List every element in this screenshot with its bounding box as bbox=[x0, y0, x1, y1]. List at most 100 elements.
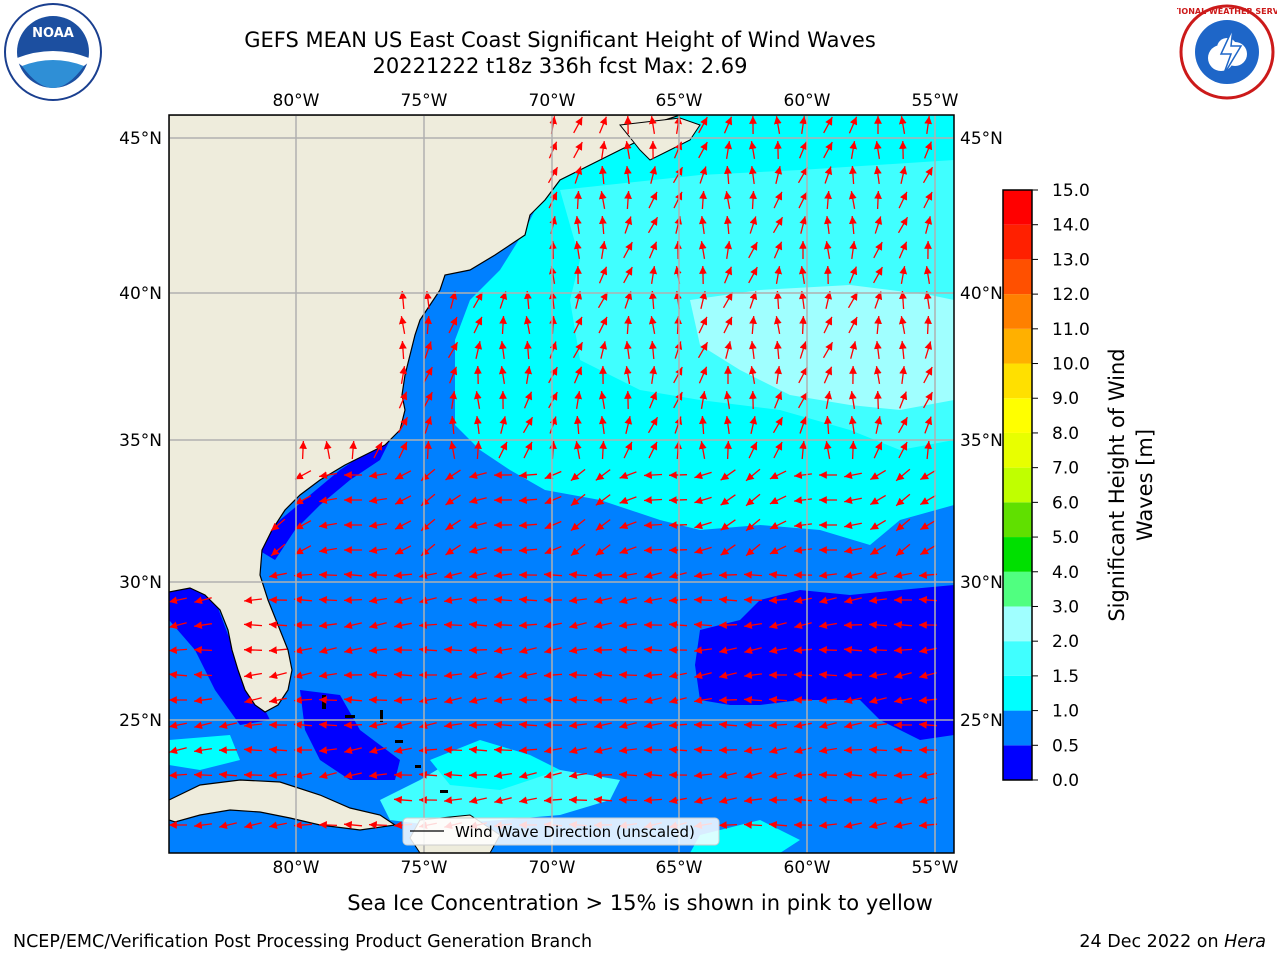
wind-arrow bbox=[844, 471, 862, 480]
colorbar-swatch bbox=[1003, 537, 1032, 572]
wind-arrow bbox=[368, 821, 388, 829]
wind-arrow bbox=[293, 821, 313, 829]
wind-arrow bbox=[643, 546, 663, 554]
wind-arrow bbox=[748, 365, 757, 385]
wind-arrow bbox=[344, 771, 362, 780]
wind-arrow bbox=[768, 721, 788, 729]
wind-arrow bbox=[270, 543, 286, 557]
wind-arrow bbox=[548, 141, 558, 159]
wind-arrow bbox=[319, 646, 337, 655]
wind-arrow bbox=[393, 796, 413, 804]
wind-arrow bbox=[618, 771, 638, 779]
wind-arrow bbox=[570, 468, 586, 482]
wind-arrow bbox=[793, 671, 813, 679]
wind-arrow bbox=[894, 571, 912, 580]
wind-arrow bbox=[898, 340, 907, 360]
wind-arrow bbox=[393, 696, 413, 704]
wind-arrow bbox=[873, 365, 882, 385]
wind-arrow bbox=[623, 341, 632, 359]
wind-arrow bbox=[568, 571, 588, 579]
wind-arrow bbox=[923, 141, 933, 159]
wind-arrow bbox=[769, 621, 787, 630]
colorbar-swatch bbox=[1003, 259, 1032, 295]
wind-arrow bbox=[393, 671, 413, 679]
wind-arrow bbox=[418, 771, 438, 779]
wind-arrow bbox=[848, 416, 857, 434]
wind-arrow bbox=[823, 440, 832, 460]
wind-arrow bbox=[643, 771, 663, 779]
wind-arrow bbox=[918, 821, 938, 829]
wind-arrow bbox=[574, 190, 582, 210]
lon-labels-top: 80°W 75°W 70°W 65°W 60°W 55°W bbox=[273, 91, 959, 111]
wind-arrow bbox=[897, 216, 909, 234]
wind-arrow bbox=[343, 821, 363, 829]
wind-arrow bbox=[318, 571, 338, 579]
colorbar-tick-label: 7.0 bbox=[1052, 459, 1079, 479]
wind-arrow bbox=[669, 696, 687, 705]
wind-arrow bbox=[744, 796, 762, 805]
wind-arrow bbox=[593, 696, 613, 704]
wind-arrow bbox=[443, 596, 463, 605]
wind-arrow bbox=[394, 545, 412, 555]
chart-title: GEFS MEAN US East Coast Significant Heig… bbox=[244, 28, 876, 52]
wind-arrow bbox=[519, 671, 537, 680]
wind-arrow bbox=[774, 166, 783, 184]
wind-arrow bbox=[898, 416, 908, 434]
wind-arrow bbox=[893, 771, 913, 779]
wind-arrow bbox=[624, 416, 633, 434]
wind-arrow bbox=[798, 291, 807, 309]
colorbar-tick-label: 12.0 bbox=[1052, 285, 1090, 305]
wind-arrow bbox=[444, 796, 462, 805]
wind-arrow bbox=[398, 391, 408, 409]
wind-arrow bbox=[919, 469, 937, 481]
wind-arrow bbox=[394, 621, 412, 630]
wind-arrow bbox=[647, 216, 659, 234]
wind-arrow bbox=[218, 771, 238, 779]
wind-arrow bbox=[869, 696, 887, 705]
wind-arrow bbox=[318, 821, 338, 829]
wind-arrow bbox=[169, 746, 187, 755]
lat-label: 35°N bbox=[119, 431, 162, 451]
wind-arrow bbox=[899, 166, 908, 184]
wind-arrow bbox=[720, 469, 736, 481]
wind-arrow bbox=[923, 391, 933, 409]
wind-arrow bbox=[449, 391, 458, 409]
wind-arrow bbox=[643, 521, 663, 529]
wind-arrow bbox=[869, 721, 887, 730]
wind-arrow bbox=[268, 646, 288, 654]
wind-arrow bbox=[468, 646, 488, 654]
wind-arrow bbox=[694, 671, 712, 680]
wind-arrow bbox=[445, 469, 461, 481]
wind-arrow bbox=[369, 746, 387, 755]
wind-arrow bbox=[368, 571, 388, 579]
wind-arrow bbox=[618, 571, 638, 580]
wind-arrow bbox=[169, 721, 187, 730]
wind-arrow bbox=[193, 746, 213, 755]
wind-arrow bbox=[618, 671, 638, 679]
wind-arrow bbox=[819, 721, 837, 730]
wind-arrow bbox=[573, 440, 582, 460]
wind-arrow bbox=[619, 596, 637, 605]
wind-arrow bbox=[768, 571, 788, 579]
wind-arrow bbox=[923, 265, 932, 285]
wind-arrow bbox=[243, 646, 263, 654]
wind-arrow bbox=[394, 721, 412, 730]
wind-arrow bbox=[849, 341, 858, 359]
wind-arrow bbox=[270, 518, 286, 532]
wind-arrow bbox=[699, 166, 708, 184]
wind-arrow bbox=[774, 366, 783, 384]
wind-arrow bbox=[294, 520, 312, 530]
wind-arrow bbox=[718, 696, 738, 704]
wind-arrow bbox=[724, 341, 733, 359]
wind-arrow bbox=[848, 190, 857, 210]
wind-arrow bbox=[868, 746, 888, 754]
wind-arrow bbox=[473, 316, 483, 334]
wind-arrow bbox=[794, 721, 812, 730]
wind-arrow bbox=[398, 315, 407, 335]
wind-arrow bbox=[543, 571, 563, 579]
wind-arrow bbox=[769, 746, 787, 755]
wind-arrow bbox=[343, 596, 363, 604]
wind-arrow bbox=[519, 771, 537, 780]
wind-arrow bbox=[874, 190, 882, 210]
colorbar-swatch bbox=[1003, 190, 1032, 225]
